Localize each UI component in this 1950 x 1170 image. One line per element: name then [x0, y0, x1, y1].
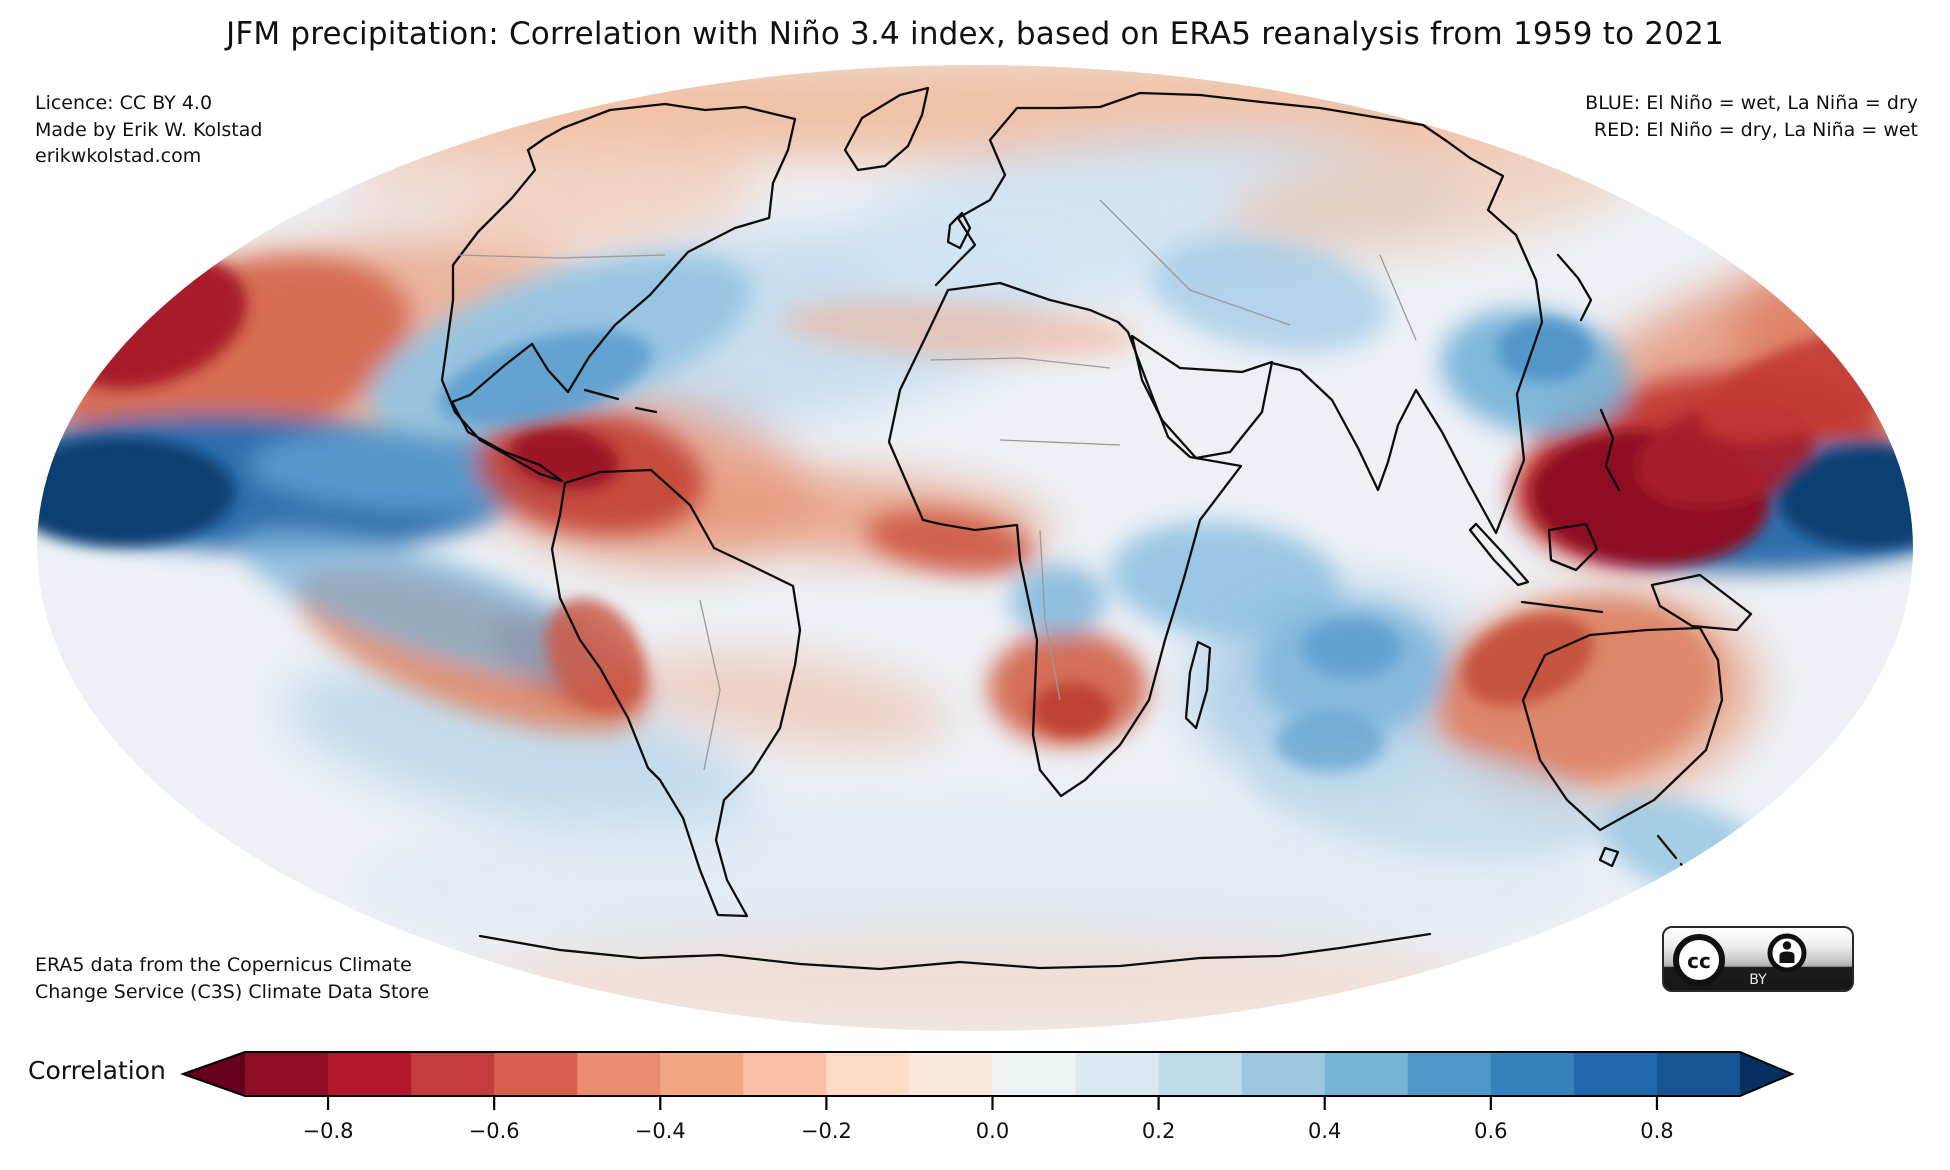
colorbar-segment [992, 1052, 1077, 1096]
svg-text:cc: cc [1687, 949, 1711, 973]
coast-japan [1556, 253, 1593, 322]
colorbar-segment [328, 1052, 412, 1096]
legend-blue-line: BLUE: El Niño = wet, La Niña = dry [1585, 92, 1918, 114]
coast-borneo [1547, 522, 1599, 572]
by-label: BY [1749, 972, 1767, 988]
correlation-field [37, 65, 1913, 1031]
colorbar-segment [1075, 1052, 1160, 1096]
colorbar-segment [1573, 1052, 1658, 1096]
figure-title: JFM precipitation: Correlation with Niño… [226, 16, 1724, 52]
website-line: erikwkolstad.com [35, 145, 202, 168]
attribution-line-1: ERA5 data from the Copernicus Climate [35, 954, 412, 976]
licence-line: Licence: CC BY 4.0 [35, 92, 213, 114]
coast-australia [1521, 626, 1724, 832]
coast-north-america [440, 102, 797, 483]
colorbar-segment [1407, 1052, 1492, 1096]
coast-madagascar [1184, 640, 1212, 730]
coast-antarctica [478, 932, 1432, 971]
colorbar-segment [1324, 1052, 1409, 1096]
colorbar-under-arrow [183, 1052, 245, 1096]
colorbar-label: Correlation [28, 1056, 166, 1085]
colorbar-segment [411, 1052, 495, 1096]
colorbar-tick-label: 0.4 [1308, 1119, 1341, 1143]
colorbar: −0.8 −0.6 −0.4 −0.2 0.0 0.2 0.4 0.6 0.8 [180, 1051, 1795, 1143]
colorbar-segment [494, 1052, 578, 1096]
cc-logo-icon: cc [1673, 934, 1725, 986]
coast-caribbean [583, 388, 658, 414]
color-key-block: BLUE: El Niño = wet, La Niña = dry RED: … [1585, 90, 1918, 143]
cc-by-badge: cc BY [1662, 926, 1854, 992]
attribution-line-2: Change Service (C3S) Climate Data Store [35, 980, 430, 1003]
colorbar-segment [1241, 1052, 1326, 1096]
colorbar-tick-label: 0.6 [1474, 1119, 1507, 1143]
colorbar-segment [1158, 1052, 1243, 1096]
coast-arabia [1130, 334, 1274, 460]
legend-red-line: RED: El Niño = dry, La Niña = wet [1593, 118, 1918, 141]
colorbar-segment [1490, 1052, 1575, 1096]
colorbar-outline [180, 1051, 1795, 1097]
colorbar-tick-label: 0.2 [1142, 1119, 1175, 1143]
country-borders [457, 199, 1417, 771]
coast-uk [946, 211, 972, 250]
coast-new-guinea [1650, 573, 1753, 632]
coast-tasmania [1598, 846, 1620, 868]
colorbar-segment [1656, 1052, 1741, 1096]
colorbar-segment [245, 1052, 329, 1096]
coastlines [440, 86, 1753, 971]
colorbar-tick-label: −0.6 [469, 1119, 520, 1143]
data-attribution: ERA5 data from the Copernicus Climate Ch… [35, 952, 429, 1005]
colorbar-tick-label: −0.4 [635, 1119, 686, 1143]
colorbar-tick-label: −0.2 [801, 1119, 852, 1143]
colorbar-segment [826, 1052, 911, 1096]
author-line: Made by Erik W. Kolstad [35, 118, 263, 141]
colorbar-tick-label: 0.8 [1640, 1119, 1673, 1143]
coast-sumatra [1468, 522, 1530, 587]
coast-eurasia [934, 91, 1544, 535]
coast-philippines [1599, 408, 1621, 492]
colorbar-tick-label: 0.0 [976, 1119, 1009, 1143]
colorbar-segment [743, 1052, 827, 1096]
credits-block: Licence: CC BY 4.0 Made by Erik W. Kolst… [35, 90, 262, 170]
attribution-person-icon [1767, 933, 1807, 973]
colorbar-tick-label: −0.8 [303, 1119, 354, 1143]
colorbar-over-arrow [1740, 1052, 1792, 1096]
coast-south-america [550, 468, 802, 918]
colorbar-segment [660, 1052, 744, 1096]
coast-java [1520, 600, 1604, 614]
colorbar-segment [577, 1052, 661, 1096]
colorbar-segment [909, 1052, 994, 1096]
coast-greenland [843, 86, 930, 172]
coast-africa [887, 281, 1243, 798]
